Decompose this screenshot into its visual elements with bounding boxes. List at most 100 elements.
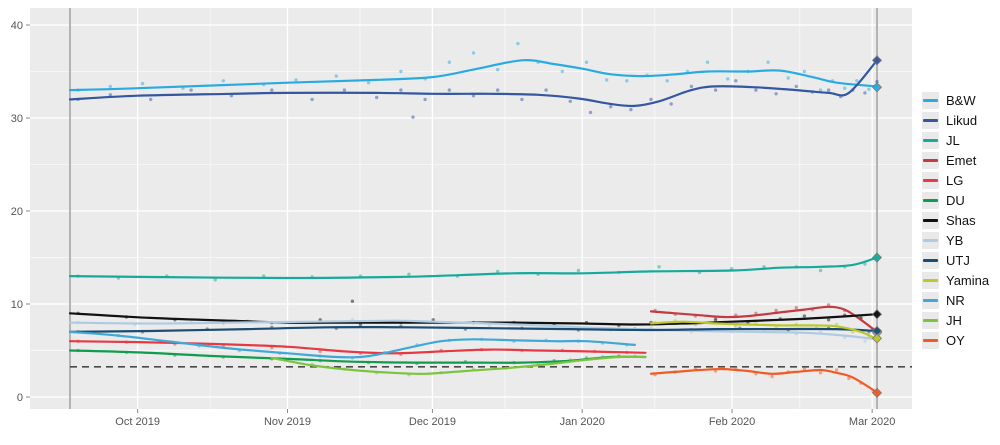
poll-point [705,60,710,64]
legend-item-jl: JL [922,132,989,149]
trend-line-utj [68,325,879,333]
major-gridlines [30,8,912,409]
trend-line-bw [68,59,879,92]
legend-key-line-icon [922,172,939,189]
poll-point [855,79,859,83]
poll-point [270,88,274,92]
panel-background [30,8,912,409]
legend-item-yb: YB [922,232,989,249]
poll-point [375,95,379,100]
chart-legend: B&W Likud JL Emet LG DU Shas YB UTJ Yamina NR JH OY [922,92,989,349]
poll-point [863,339,867,343]
trend-line-yamina [649,320,879,341]
legend-key-line-icon [922,132,939,149]
x-axis-label: Nov 2019 [264,416,311,428]
legend-key-line-icon [922,332,939,349]
poll-point [669,102,673,106]
legend-label: Likud [946,113,978,128]
legend-item-shas: Shas [922,212,989,229]
poll-point [802,69,807,74]
legend-key-line-icon [922,292,939,309]
poll-point [584,60,589,64]
legend-label: DU [946,193,965,208]
poll-point [149,97,153,102]
poll-point [399,69,403,74]
poll-point [794,84,798,89]
poll-point [657,265,661,269]
poll-point [689,84,694,89]
poll-point [875,80,879,84]
legend-item-nr: NR [922,292,989,309]
legend-label: UTJ [946,253,970,268]
poll-point [411,115,415,119]
poll-point [754,88,758,92]
poll-point [802,314,807,318]
legend-label: Shas [946,213,976,228]
legend-item-utj: UTJ [922,252,989,269]
poll-point [786,76,790,80]
poll-point [802,367,807,371]
legend-key-line-icon [922,92,939,109]
x-axis-label: Dec 2019 [409,416,456,428]
poll-point [423,97,427,102]
poll-point [588,110,593,115]
poll-point [774,308,778,313]
legend-item-emet: Emet [922,152,989,169]
poll-point [310,97,314,102]
trend-line-nr [68,330,636,359]
x-axis-label: Oct 2019 [115,416,160,428]
legend-key-line-icon [922,152,939,169]
legend-label: OY [946,333,965,348]
poll-point [843,86,847,90]
poll-point [140,81,145,86]
poll-point [766,60,770,64]
result-marker-yamina [871,333,883,344]
poll-point [516,41,520,46]
legend-label: LG [946,173,964,188]
poll-point [447,60,451,64]
legend-label: Emet [946,153,977,168]
legend-item-likud: Likud [922,112,989,129]
poll-point [294,78,298,82]
legend-item-oy: OY [922,332,989,349]
poll-point [568,99,572,104]
x-axis-label: Jan 2020 [560,416,605,428]
poll-point [665,79,669,83]
poll-point [520,97,524,102]
y-axis-label: 10 [11,299,23,311]
poll-point [213,278,217,282]
poll-point [649,97,653,102]
result-marker-shas [871,309,883,320]
poll-point [366,81,371,85]
legend-label: NR [946,293,965,308]
poll-point [834,368,839,372]
legend-label: JL [946,133,960,148]
poll-point [576,268,581,273]
poll-point [496,88,500,92]
poll-point [221,79,225,83]
minor-gridlines [30,8,912,409]
trend-line-yb [68,319,879,341]
legend-key-line-icon [922,212,939,229]
legend-key-line-icon [922,312,939,329]
y-axis-label: 30 [11,113,23,125]
poll-point [851,330,855,334]
poll-point [826,88,831,92]
legend-label: YB [946,233,964,248]
trend-line-likud [68,59,879,108]
poll-point [605,78,609,82]
result-marker-likud [871,55,883,66]
y-axis-label: 20 [11,206,23,218]
poll-point [447,88,451,92]
poll-point [496,269,500,274]
poll-point [867,87,871,91]
y-axis-label: 0 [17,392,23,404]
poll-point [625,79,629,83]
poll-point [826,318,831,322]
poll-point [342,88,347,92]
y-axis-label: 40 [11,20,23,32]
poll-point [108,84,113,89]
poll-point [350,299,355,303]
poll-point [726,77,730,81]
